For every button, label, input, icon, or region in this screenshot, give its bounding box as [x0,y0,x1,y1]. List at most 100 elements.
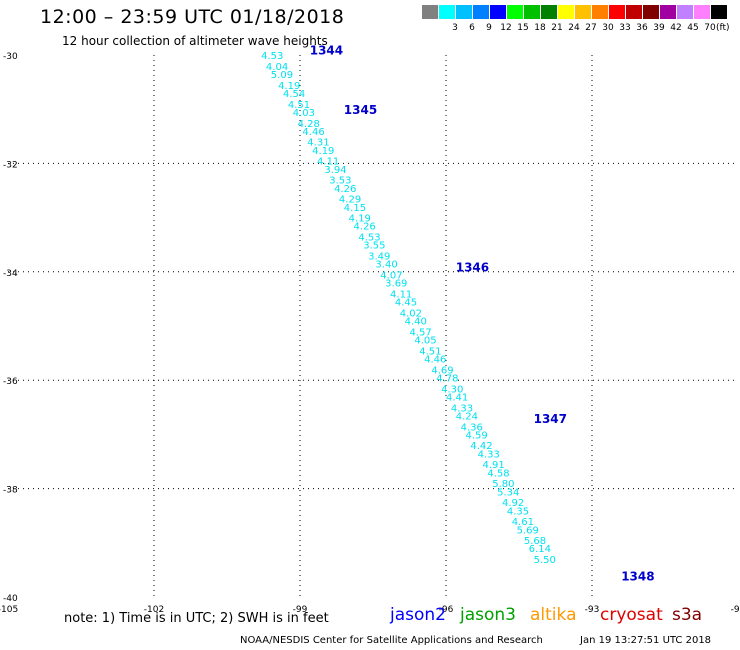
scale-label: 3 [452,23,458,33]
scale-swatch [507,5,523,19]
wave-height-value: 4.54 [283,89,305,100]
longitude-tick-label: -96 [439,605,454,615]
pass-labels: 1344 1345 1346 1347 1348 [310,44,655,584]
scale-label: 70 [704,23,716,33]
latitude-tick-label: -30 [3,52,18,62]
wave-height-value: 5.34 [497,487,519,498]
scale-swatch [541,5,557,19]
wave-height-value: 4.33 [451,403,473,414]
pass-number-label: 1348 [621,569,654,583]
map-axes: -105 -102 -99 -96 -93 -90 -30 -32 -34 -36 -38 -40 [0,52,740,615]
scale-swatch [422,5,438,19]
scale-swatch [473,5,489,19]
wave-height-value: 4.91 [483,460,505,471]
wave-height-value: 4.15 [344,203,366,214]
scale-label: 30 [602,23,614,33]
wave-height-value: 4.57 [410,327,432,338]
wave-height-value: 4.46 [302,127,324,138]
wave-height-value: 3.53 [329,176,351,187]
wave-height-value: 4.04 [266,62,288,73]
scale-label: 42 [670,23,682,33]
satellite-cryosat: cryosat [600,605,663,625]
wave-height-value: 3.55 [363,241,385,252]
scale-swatch [609,5,625,19]
wave-height-value: 4.19 [349,214,371,225]
scale-swatch [592,5,608,19]
pass-number-label: 1346 [456,260,489,274]
scale-swatch [677,5,693,19]
pass-number-label: 1345 [344,103,377,117]
wave-height-points: 4.534.045.094.194.544.514.034.284.464.31… [261,51,556,566]
scale-swatch [660,5,676,19]
scale-label: 27 [585,23,597,33]
wave-height-value: 4.19 [278,81,300,92]
wave-height-value: 4.40 [405,317,427,328]
wave-height-value: 4.31 [307,138,329,149]
map-subtitle: 12 hour collection of altimeter wave hei… [62,34,328,48]
wave-height-value: 4.59 [465,430,487,441]
wave-height-value: 4.35 [507,506,529,517]
map-title: 12:00 – 23:59 UTC 01/18/2018 [40,6,345,28]
wave-height-value: 4.53 [358,233,380,244]
latitude-tick-label: -40 [3,594,18,604]
scale-label: 39 [653,23,665,33]
credit-text: NOAA/NESDIS Center for Satellite Applica… [240,635,543,646]
timestamp-text: Jan 19 13:27:51 UTC 2018 [580,635,712,646]
wave-height-value: 4.07 [380,271,402,282]
longitude-tick-label: -90 [731,605,740,615]
wave-height-value: 5.09 [271,70,293,81]
latitude-tick-label: -36 [3,377,18,387]
scale-label: 21 [551,23,563,33]
wave-height-value: 4.58 [487,468,509,479]
wave-height-value: 4.51 [419,346,441,357]
scale-label: 12 [500,23,512,33]
wave-height-value: 4.69 [431,365,453,376]
satellite-altika: altika [530,605,577,625]
scale-swatch [524,5,540,19]
scale-label: 36 [636,23,648,33]
wave-height-value: 4.03 [293,108,315,119]
wave-height-value: 5.69 [517,525,539,536]
wave-height-value: 4.36 [461,422,483,433]
scale-label: 45 [687,23,699,33]
satellite-jason3: jason3 [460,605,516,625]
map-grid [8,55,738,597]
footer-note: note: 1) Time is in UTC; 2) SWH is in fe… [64,611,329,626]
pass-number-label: 1344 [310,44,343,58]
scale-label: 9 [486,23,492,33]
wave-height-value: 4.28 [298,119,320,130]
wave-height-value: 5.80 [492,479,514,490]
wave-height-value: 4.05 [414,336,436,347]
scale-label: 24 [568,23,580,33]
wave-height-value: 4.30 [441,384,463,395]
wave-height-value: 4.53 [261,51,283,62]
wave-height-value: 4.02 [400,308,422,319]
wave-height-value: 4.51 [288,100,310,111]
wave-height-value: 4.92 [502,498,524,509]
longitude-tick-label: -93 [585,605,600,615]
scale-swatch [626,5,642,19]
wave-height-value: 4.78 [436,373,458,384]
satellite-jason2: jason2 [390,605,446,625]
scale-swatch [456,5,472,19]
longitude-tick-label: -99 [293,605,308,615]
scale-unit: (ft) [716,23,730,33]
wave-height-value: 4.26 [334,184,356,195]
wave-height-value: 3.69 [385,279,407,290]
wave-height-value: 4.11 [390,289,412,300]
wave-height-value: 3.49 [368,252,390,263]
wave-height-value: 4.24 [456,411,478,422]
wave-height-value: 4.46 [424,355,446,366]
scale-label: 6 [469,23,475,33]
wave-height-value: 4.45 [395,298,417,309]
scale-swatch [694,5,710,19]
longitude-tick-label: -105 [0,605,18,615]
wave-height-value: 3.94 [324,165,346,176]
scale-label: 15 [517,23,529,33]
scale-swatch [711,5,727,19]
wave-height-value: 4.33 [478,449,500,460]
scale-swatch [643,5,659,19]
scale-label: 18 [534,23,546,33]
wave-height-value: 4.29 [339,195,361,206]
